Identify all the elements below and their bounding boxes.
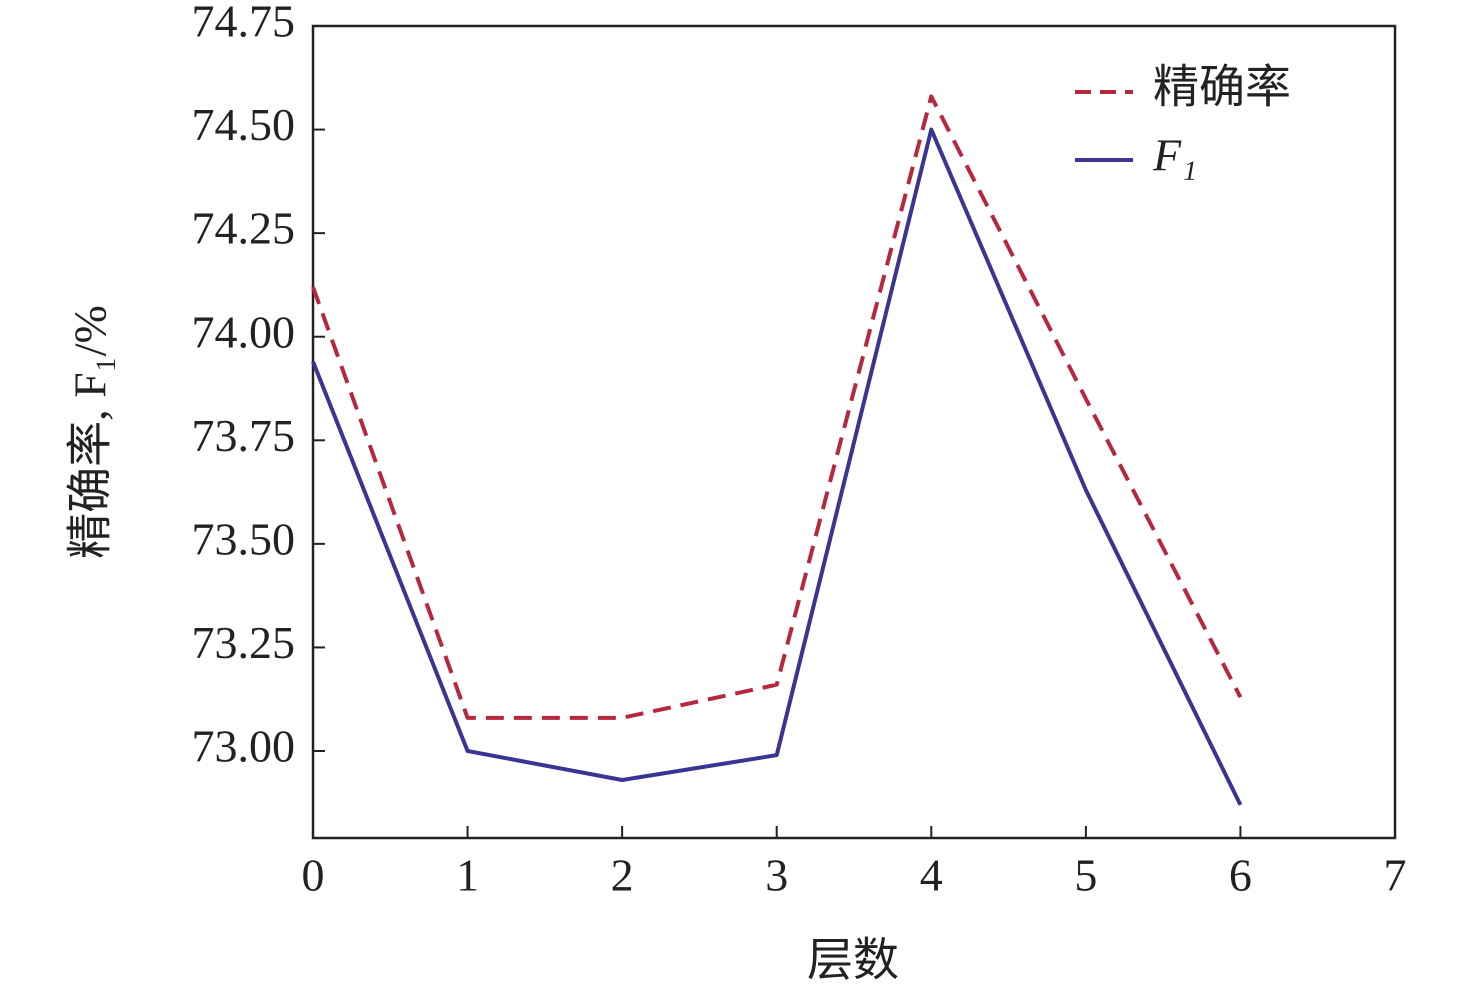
series-line — [311, 127, 1243, 806]
x-tick-label: 7 — [1384, 850, 1407, 901]
y-tick-label: 74.25 — [192, 203, 296, 254]
legend-label: F₁ — [1152, 130, 1197, 181]
y-tick-label: 73.75 — [192, 410, 296, 461]
y-axis-label: 精确率, F₁/% — [65, 305, 116, 559]
x-tick-label: 1 — [456, 850, 479, 901]
x-tick-label: 3 — [765, 850, 788, 901]
plot-frame — [311, 24, 1397, 840]
y-tick-label: 74.50 — [192, 99, 296, 150]
x-tick-label: 0 — [302, 850, 325, 901]
x-tick-label: 2 — [611, 850, 634, 901]
x-axis-label: 层数 — [807, 935, 899, 986]
y-tick-label: 73.50 — [192, 513, 296, 564]
legend-label: 精确率 — [1153, 62, 1291, 113]
y-tick-label: 73.25 — [192, 617, 296, 668]
y-tick-label: 74.75 — [192, 0, 296, 47]
series-line — [311, 94, 1243, 720]
x-tick-label: 6 — [1229, 850, 1252, 901]
x-tick-label: 4 — [920, 850, 943, 901]
x-tick-label: 5 — [1074, 850, 1097, 901]
y-tick-label: 74.00 — [192, 306, 296, 357]
y-tick-label: 73.00 — [192, 721, 296, 772]
